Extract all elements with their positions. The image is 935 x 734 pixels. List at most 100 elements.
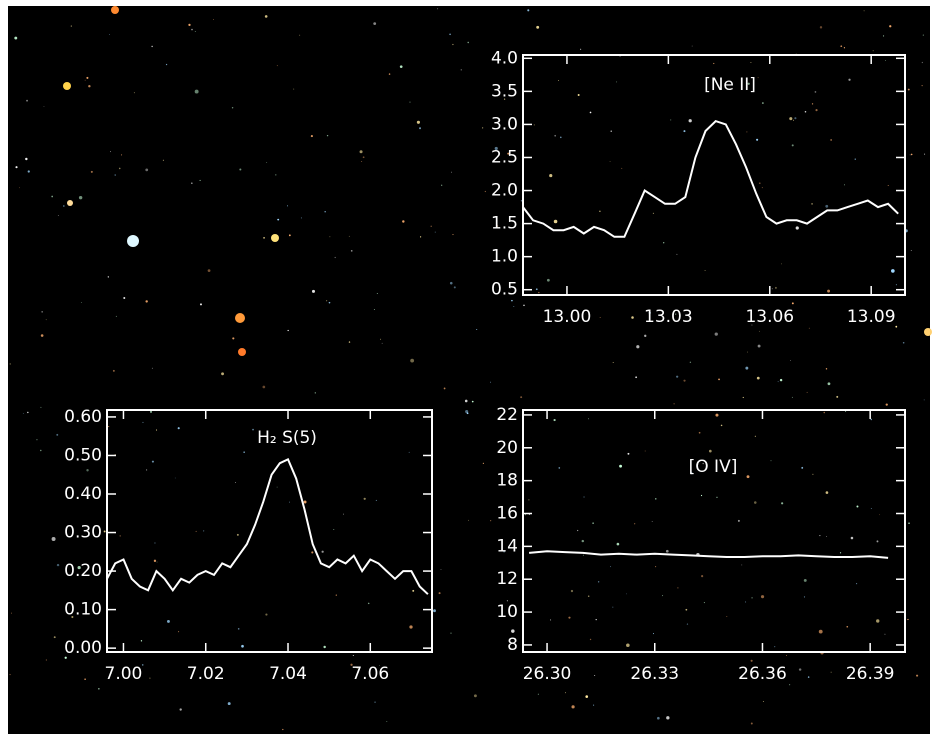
star <box>791 144 794 147</box>
star <box>287 329 289 332</box>
star <box>774 286 777 289</box>
star <box>811 103 814 105</box>
star <box>78 195 83 200</box>
star <box>379 338 382 340</box>
star <box>496 225 499 227</box>
star <box>535 288 538 291</box>
star <box>276 486 278 488</box>
star <box>399 65 403 68</box>
star <box>921 61 923 64</box>
star <box>239 168 242 171</box>
star <box>361 161 363 163</box>
y-tick-label: 0.10 <box>64 600 102 620</box>
star <box>165 63 168 66</box>
star <box>437 8 439 10</box>
star <box>599 210 601 212</box>
star <box>657 716 660 720</box>
star <box>825 368 828 370</box>
star <box>644 334 647 337</box>
star <box>902 341 905 344</box>
star <box>589 111 592 114</box>
star <box>356 667 358 669</box>
star <box>537 693 539 695</box>
star <box>77 565 81 570</box>
star <box>409 625 413 629</box>
star <box>232 337 235 340</box>
star <box>585 695 589 698</box>
star <box>326 135 329 137</box>
star <box>460 69 462 71</box>
star <box>449 33 451 36</box>
star <box>794 117 797 120</box>
star <box>595 619 597 621</box>
star <box>848 78 851 81</box>
star <box>388 73 391 75</box>
star <box>621 167 623 169</box>
star <box>580 48 582 50</box>
star <box>438 592 441 595</box>
star <box>533 124 535 126</box>
x-tick-label: 26.30 <box>523 664 572 684</box>
star <box>179 708 182 711</box>
star <box>511 299 513 302</box>
star <box>558 467 561 469</box>
star <box>761 102 764 104</box>
star <box>741 564 743 566</box>
star <box>378 665 380 666</box>
star <box>792 119 795 121</box>
star <box>231 106 234 109</box>
star <box>465 409 469 414</box>
star <box>40 334 44 337</box>
spectrum-line <box>106 457 429 595</box>
star <box>194 89 199 94</box>
bright-star <box>235 313 245 323</box>
star <box>587 595 590 597</box>
star <box>110 672 112 674</box>
star <box>237 628 240 630</box>
star <box>726 615 728 617</box>
star <box>408 451 410 453</box>
star <box>830 139 832 141</box>
star <box>550 619 552 621</box>
star <box>376 292 378 295</box>
star <box>328 301 331 304</box>
star <box>509 287 511 289</box>
y-tick-label: 1.0 <box>491 247 518 267</box>
star <box>151 367 153 369</box>
star <box>53 636 56 639</box>
star <box>362 156 365 159</box>
star <box>43 106 45 107</box>
star <box>781 263 783 265</box>
star <box>599 317 601 318</box>
star <box>266 161 268 163</box>
star <box>11 612 12 614</box>
star <box>826 536 828 537</box>
bright-star <box>127 235 139 247</box>
y-tick-label: 18 <box>496 471 518 491</box>
star <box>908 522 910 524</box>
star <box>84 678 86 681</box>
star <box>84 79 86 81</box>
star <box>700 494 703 497</box>
star <box>300 217 302 219</box>
star <box>27 170 30 173</box>
star <box>114 174 116 176</box>
star <box>311 551 314 554</box>
star <box>506 600 508 602</box>
star <box>830 671 832 673</box>
star <box>386 720 388 722</box>
y-tick-label: 10 <box>496 602 518 622</box>
star <box>26 99 28 102</box>
star <box>207 269 211 272</box>
y-tick-label: 0.20 <box>64 561 102 581</box>
star <box>450 632 452 634</box>
star <box>577 529 579 532</box>
star <box>715 413 719 417</box>
star <box>610 130 612 132</box>
star <box>441 184 443 186</box>
star <box>482 462 484 464</box>
star <box>839 552 842 554</box>
star <box>777 381 779 383</box>
star <box>698 431 701 434</box>
star <box>56 433 59 436</box>
